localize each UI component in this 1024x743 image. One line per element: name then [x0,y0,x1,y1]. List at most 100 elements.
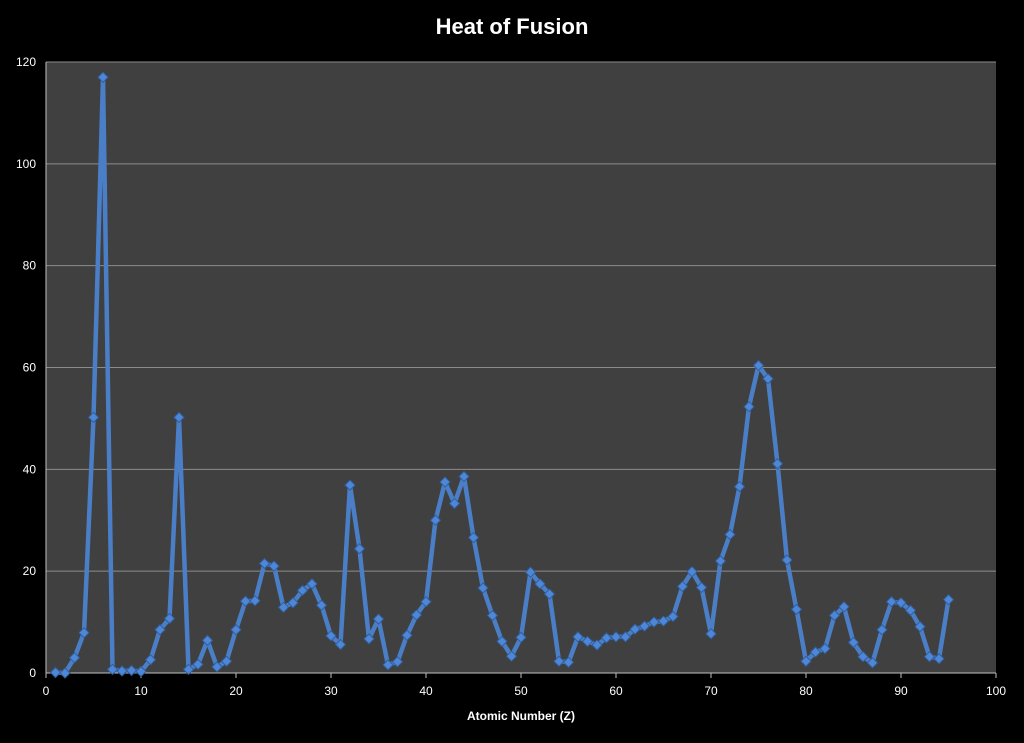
data-point-marker [49,666,62,679]
data-point-marker [562,656,575,669]
x-tick-label: 30 [324,684,338,698]
data-point-marker [163,612,176,625]
x-tick-label: 90 [894,684,908,698]
data-point-marker [268,560,280,572]
data-point-marker [106,663,119,676]
data-point-marker [610,631,622,643]
data-point-marker [771,458,784,470]
data-point-marker [220,655,233,667]
data-point-marker [78,627,90,639]
data-point-marker [68,652,81,664]
data-point-marker [686,565,698,578]
data-point-marker [838,601,850,613]
x-tick-label: 60 [609,684,623,698]
data-point-marker [363,633,375,645]
data-point-marker [885,596,898,608]
data-point-marker [59,667,71,679]
y-tick-label: 120 [16,55,36,69]
data-point-marker [315,599,328,611]
data-point-marker [581,635,594,648]
data-point-marker [904,604,917,617]
data-point-marker [287,597,299,609]
data-point-marker [249,594,261,607]
data-point-marker [144,654,157,666]
x-tick-label: 40 [419,684,433,698]
data-point-marker [667,610,679,623]
data-point-marker [410,609,423,621]
y-tick-label: 100 [16,157,36,171]
data-point-marker [496,635,508,648]
data-point-marker [705,628,717,640]
data-point-marker [467,531,480,544]
data-point-marker [458,470,470,483]
data-point-marker [600,632,613,644]
data-point-marker [239,595,252,607]
data-point-marker [942,593,955,606]
data-point-marker [629,623,641,635]
data-point-marker [325,630,337,642]
data-markers [49,71,955,679]
data-point-marker [192,658,204,671]
data-point-marker [781,554,793,566]
data-point-marker [258,557,271,570]
y-tick-label: 20 [23,564,37,578]
data-point-marker [695,581,708,594]
data-point-marker [429,514,442,526]
chart-title: Heat of Fusion [435,14,589,39]
data-point-marker [306,578,318,590]
y-tick-label: 60 [23,361,37,375]
data-point-marker [448,497,461,510]
data-point-marker [847,636,860,649]
data-point-marker [790,603,803,616]
data-point-marker [420,596,432,608]
data-point-marker [439,476,451,488]
x-tick-label: 80 [799,684,813,698]
x-tick-label: 0 [43,684,50,698]
data-point-marker [724,528,736,541]
data-point-marker [277,601,290,614]
x-tick-label: 100 [986,684,1006,698]
data-point-marker [923,650,936,663]
data-point-marker [135,665,147,678]
data-point-marker [230,624,242,636]
data-point-marker [524,566,537,578]
data-point-marker [762,372,774,385]
data-point-marker [125,664,138,677]
data-point-marker [619,631,632,643]
data-point-marker [933,653,945,665]
y-tick-label: 40 [23,462,37,476]
data-point-marker [657,615,670,627]
data-point-marker [876,624,888,636]
data-point-marker [116,665,128,677]
data-point-marker [553,655,565,667]
data-point-marker [154,624,166,636]
y-tick-label: 80 [23,259,37,273]
x-tick-label: 10 [134,684,148,698]
data-point-marker [505,650,518,662]
data-point-marker [382,659,394,671]
data-point-marker [638,620,651,632]
data-point-marker [714,555,727,567]
data-point-marker [534,578,546,590]
data-point-marker [344,479,356,491]
x-tick-label: 70 [704,684,718,698]
data-point-marker [296,584,309,597]
data-point-marker [648,616,660,628]
data-point-marker [676,580,689,593]
x-tick-label: 50 [514,684,528,698]
data-point-marker [391,656,404,668]
data-point-marker [477,582,489,594]
data-point-marker [743,400,755,413]
data-point-marker [800,655,812,667]
data-point-marker [372,613,385,625]
data-point-marker [486,609,499,622]
data-point-marker [182,663,195,676]
data-point-marker [752,359,765,372]
gridlines [46,61,996,572]
data-point-marker [819,642,831,655]
data-point-marker [211,661,223,673]
data-point-marker [334,638,347,651]
x-axis-title: Atomic Number (Z) [467,709,575,723]
data-point-marker [733,480,746,493]
